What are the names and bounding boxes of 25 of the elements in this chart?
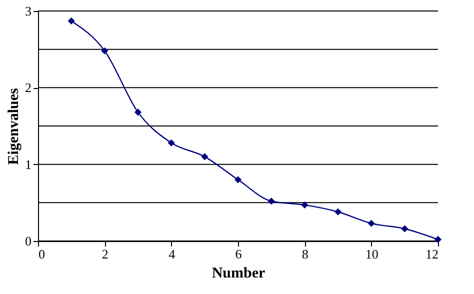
point (168, 139, 175, 146)
x-tick-label: 8 (302, 246, 308, 262)
x-tick-label: 0 (38, 246, 45, 262)
point (101, 47, 108, 54)
point (368, 220, 375, 227)
point (201, 153, 208, 160)
y-tick-label: 3 (25, 4, 32, 18)
x-tick-label: 2 (102, 246, 108, 262)
x-tick-label: 4 (168, 246, 176, 262)
y-tick-label: 0 (25, 234, 32, 248)
y-tick-label: 1 (25, 156, 32, 172)
point (268, 198, 275, 205)
y-tick-label: 2 (25, 80, 32, 96)
x-tick-label: 10 (365, 246, 378, 262)
point (334, 208, 342, 216)
point (68, 17, 75, 25)
x-tick-label: 12 (426, 246, 438, 262)
point (134, 108, 142, 116)
point (401, 225, 408, 232)
y-axis-title: Eigenvalues (6, 88, 22, 165)
x-axis-title: Number (212, 266, 266, 282)
x-tick-label: 6 (235, 246, 242, 262)
point (234, 176, 242, 184)
point (301, 201, 308, 209)
point (434, 236, 442, 244)
